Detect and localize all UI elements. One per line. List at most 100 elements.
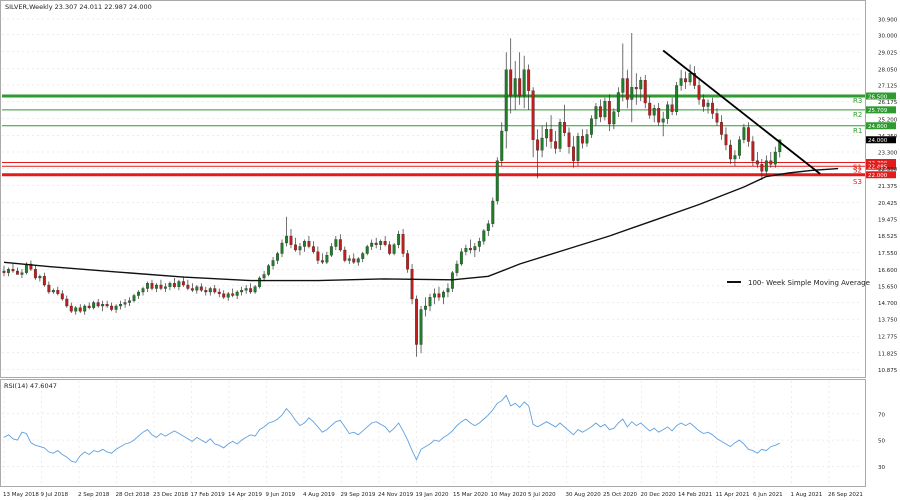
candle-body [307,241,311,247]
candle-body [347,258,351,261]
rsi-line [3,394,780,463]
candle-body [311,246,315,252]
legend: 100- Week Simple Moving Average [727,279,870,287]
candle-body [258,277,262,287]
candle-body [83,305,87,312]
price-tick-label: 16.600 [878,268,898,274]
candle-body [343,249,347,261]
candle-body [625,78,629,100]
candle-body [643,80,647,104]
candle-body [581,136,584,144]
candle-body [276,253,279,261]
level-label-s3: S3 [853,178,862,186]
candle-body [365,246,369,254]
level-label-r2: R2 [853,111,862,119]
candle-body [711,102,714,114]
candle-body [661,118,665,123]
candle-body [222,293,226,298]
candle-body [706,102,710,107]
candle-body [235,291,239,296]
candle-body [522,69,526,97]
level-labels: R326.500R225.709R124.800S122.700S222.485… [853,92,896,186]
candle-body [433,293,436,298]
candle-body [724,134,728,146]
candle-body [679,78,683,86]
price-axis: 30.900 30.000 29.025 28.050 27.125 26.175 25.2… [878,18,898,374]
candle-body [195,286,199,291]
candle-body [567,132,571,147]
candle-body [589,118,593,135]
candle-body [320,260,324,263]
candle-body [540,137,544,151]
candle-body [172,283,176,287]
candle-body [370,242,374,247]
candle-body [693,73,697,86]
level-label-r1: R1 [853,127,862,135]
candlestick-series [2,33,782,357]
candle-body [755,160,759,165]
candle-body [289,235,293,245]
candle-body [267,265,271,275]
candle-body [249,288,253,293]
candle-body [271,260,275,266]
candle-body [392,244,396,254]
candle-body [518,78,522,97]
candle-body [773,151,777,165]
time-tick-label: 14 Apr 2019 [228,492,263,498]
candle-body [204,290,208,293]
price-tick-label: 30.000 [878,33,898,39]
candle-body [226,293,230,298]
candle-body [652,108,656,116]
trendline [662,49,821,175]
candle-body [437,293,441,298]
candle-body [715,113,719,123]
time-tick-label: 4 Aug 2019 [303,492,335,498]
candle-body [16,270,19,275]
candle-body [769,160,773,165]
price-tick-label: 13.750 [878,318,898,324]
candle-body [280,242,284,254]
candle-body [181,281,185,286]
candle-body [60,293,64,300]
level-price-tag [866,122,896,130]
candle-body [20,272,24,275]
candle-body [101,304,105,307]
time-tick-label: 13 May 2018 [3,492,39,498]
candle-body [74,307,78,312]
candle-body [105,304,109,307]
candle-body [177,281,181,287]
candle-body [720,122,723,135]
time-tick-label: 17 Feb 2019 [191,492,226,498]
level-label-s1: S1 [853,164,862,172]
candle-body [527,69,531,91]
price-tick-label: 27.125 [878,84,898,90]
candle-body [213,288,217,293]
candle-body [630,87,634,100]
candle-body [733,155,737,160]
candle-body [352,258,356,263]
candle-body [123,302,127,305]
candle-body [388,244,392,254]
candle-body [576,136,580,161]
price-tick-label: 12.775 [878,335,898,341]
rsi-axis: 70 50 30 [878,412,885,471]
candle-body [702,99,705,107]
candle-body [500,130,504,161]
candle-body [482,230,486,242]
candle-body [325,255,329,263]
candle-body [621,78,625,93]
candle-body [334,239,338,247]
level-price-label: 24.800 [868,124,888,130]
candle-body [746,127,750,142]
last-price-tag [866,136,896,144]
price-tick-label: 21.375 [878,184,898,190]
candle-body [137,291,140,296]
rsi-tick-label: 50 [878,439,885,445]
candle-body [78,307,82,312]
candle-body [419,309,423,345]
candle-body [585,134,589,144]
candle-body [572,146,575,161]
candle-body [356,258,360,263]
candle-body [199,286,203,291]
